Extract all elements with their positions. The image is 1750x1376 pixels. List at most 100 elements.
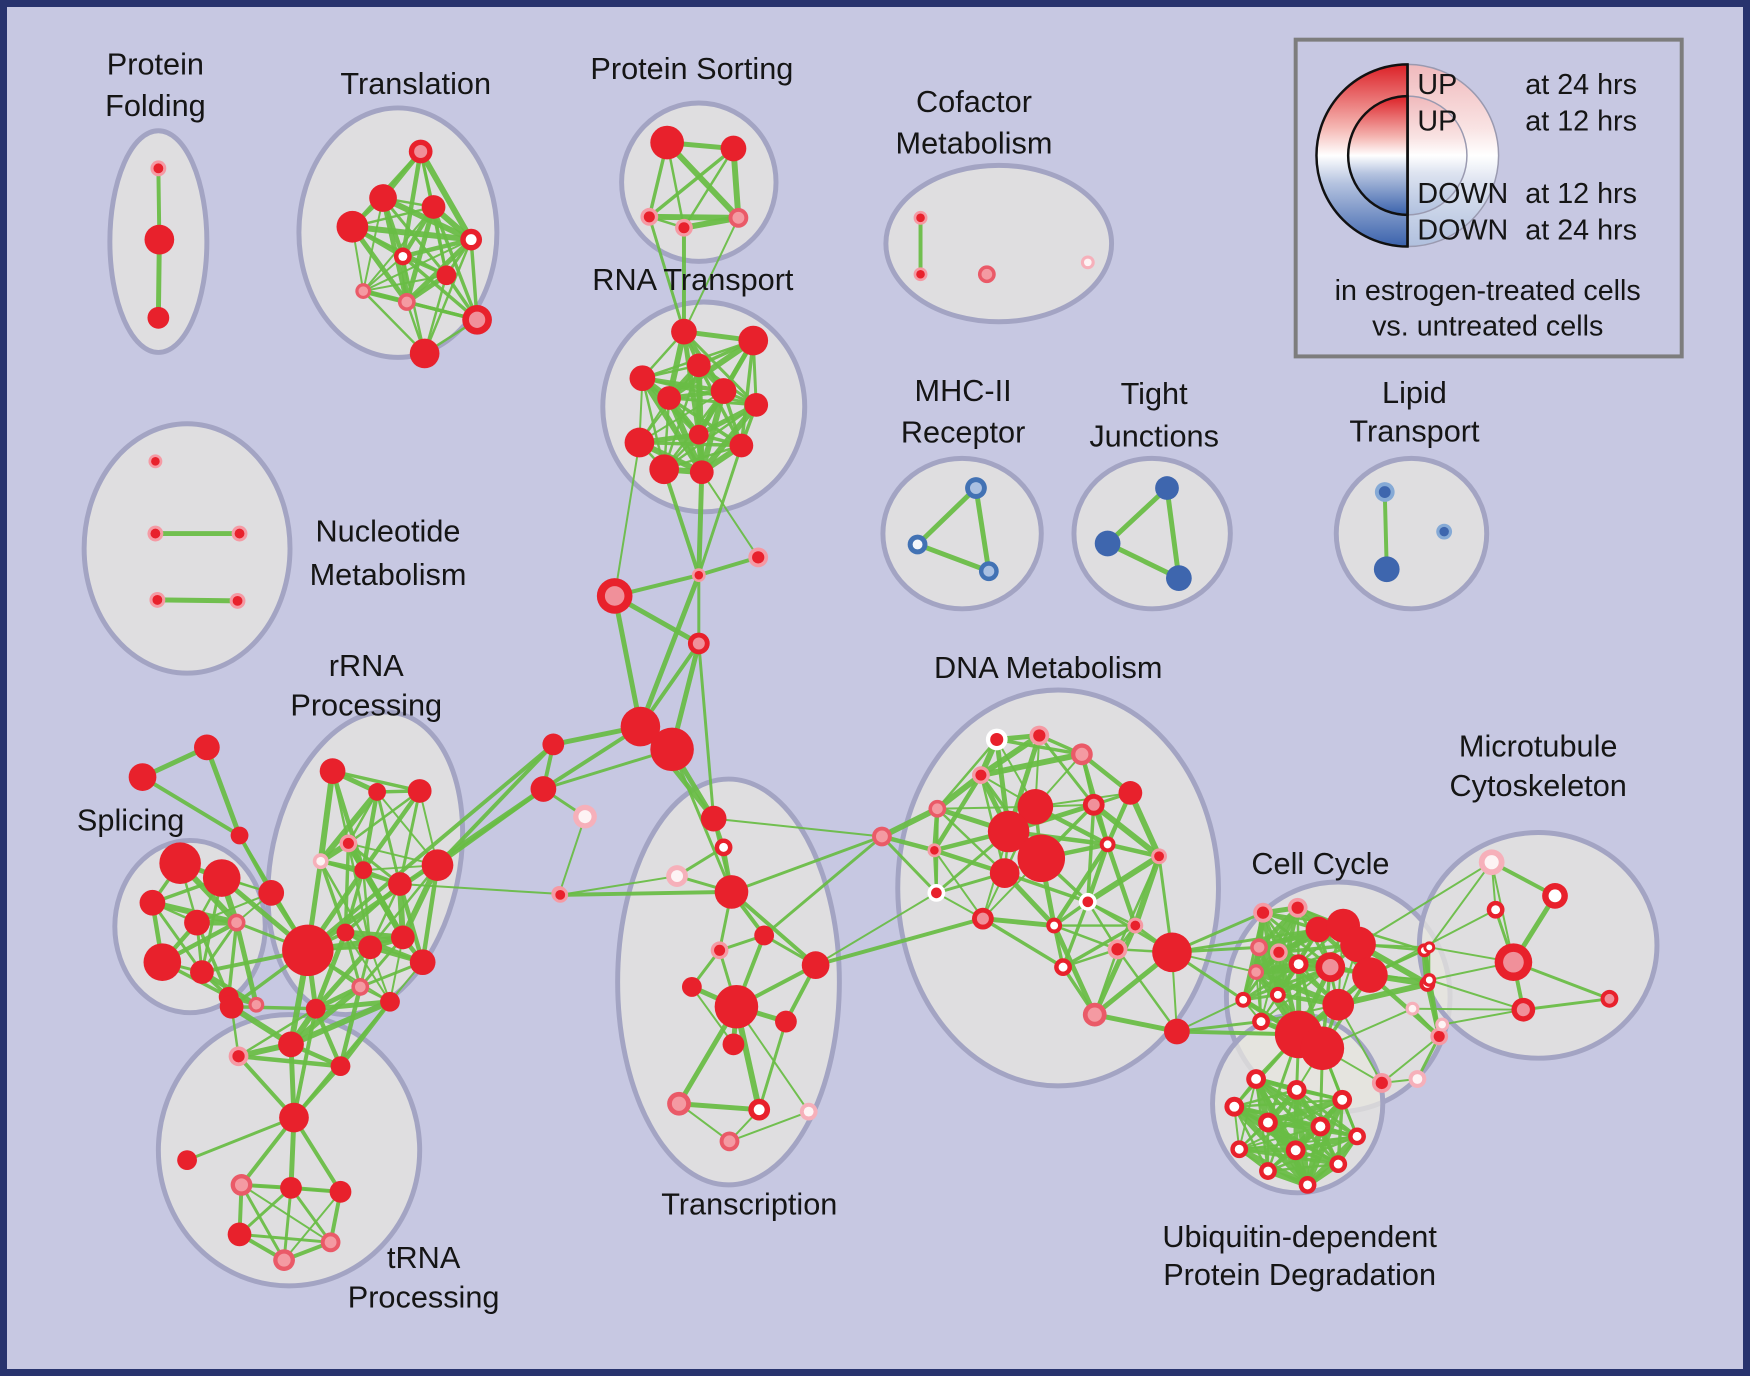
bridge-edge-chain-rrna-processing	[435, 742, 556, 868]
graph-edge-chain	[637, 572, 702, 730]
graph-edge-tight-junctions	[1105, 485, 1170, 546]
graph-edge-transcription	[757, 1020, 788, 1112]
bridge-edge-rna-transport-chain	[662, 467, 701, 578]
graph-edge-rrna-processing	[317, 768, 336, 865]
graph-node-center	[1082, 896, 1094, 908]
graph-node-center	[468, 311, 486, 328]
graph-edge-splicing	[150, 901, 204, 974]
graph-edge-transcription	[690, 985, 735, 1046]
graph-node-red-solid	[1017, 834, 1066, 883]
graph-edge-dna-metabolism	[1090, 801, 1163, 860]
graph-node-red-solid	[190, 960, 214, 984]
cluster-label-transcription: Transcription	[661, 1187, 837, 1222]
graph-node-center	[1484, 855, 1499, 870]
graph-edge-lipid-transport	[1382, 490, 1389, 572]
graph-node-center	[1050, 921, 1059, 930]
graph-edge-microtubule-cytoskeleton	[1441, 1008, 1525, 1026]
graph-edge-trna-processing	[185, 1116, 296, 1162]
graph-edge-dna-metabolism	[1105, 842, 1138, 928]
bridge-edge-rna-transport-chain	[696, 469, 705, 578]
bridge-edge-rna-transport-chain	[700, 471, 760, 559]
graph-node-center	[1290, 1145, 1301, 1156]
cluster-label-translation: Translation	[340, 66, 491, 101]
graph-node-center	[981, 268, 993, 280]
graph-edge-rrna-processing	[344, 931, 391, 1003]
cluster-label-mhc-ii-receptor: MHC-II	[915, 373, 1012, 408]
graph-node-center	[714, 944, 726, 956]
graph-node-center	[1263, 1166, 1273, 1176]
graph-edge-rrna-processing	[330, 769, 422, 793]
graph-node-red-solid	[671, 318, 697, 345]
bridge-edge-rna-transport-chain	[697, 444, 743, 577]
graph-edge-dna-metabolism	[981, 916, 1065, 969]
graph-edge-rrna-processing	[360, 867, 406, 941]
graph-node-red-solid	[421, 195, 446, 219]
graph-edge-chain	[696, 555, 761, 578]
bridge-edge-chain-rrna-processing	[305, 742, 556, 953]
graph-node-center	[803, 1106, 814, 1117]
cluster-label-dna-metabolism: DNA Metabolism	[934, 650, 1162, 685]
graph-node-center	[916, 213, 925, 223]
graph-node-red-solid	[1118, 781, 1143, 805]
graph-node-center	[1375, 1076, 1388, 1090]
graph-node-red-solid	[754, 925, 775, 946]
graph-edge-dna-metabolism	[1051, 923, 1098, 1018]
graph-node-center	[932, 803, 943, 815]
graph-edge-nucleotide-metabolism	[154, 597, 241, 604]
graph-node-red-solid	[409, 949, 436, 976]
graph-node-center	[723, 1135, 736, 1148]
graph-edge-trna-processing	[240, 1183, 332, 1244]
graph-node-center	[1315, 1121, 1326, 1132]
bridge-edge-protein-sorting-rna-transport	[647, 215, 686, 334]
graph-node-red-solid	[336, 210, 369, 243]
graph-node-center	[1426, 944, 1433, 951]
graph-node-center	[1154, 851, 1164, 862]
graph-node-blue-solid	[1166, 565, 1192, 591]
graph-edge-dna-metabolism	[1105, 842, 1162, 859]
graph-edge-dna-metabolism	[1061, 923, 1138, 969]
graph-node-center	[316, 856, 326, 866]
graph-node-red-solid	[388, 872, 412, 896]
graph-node-center	[916, 269, 925, 279]
graph-node-red-solid	[1152, 932, 1192, 973]
graph-edge-dna-metabolism	[1086, 803, 1096, 904]
graph-node-red-solid	[1352, 957, 1388, 993]
graph-node-center	[969, 482, 982, 495]
legend-box	[1293, 37, 1684, 359]
graph-node-center	[358, 286, 369, 296]
graph-node-center	[150, 528, 161, 539]
bridge-edge-rna-transport-chain	[613, 441, 641, 597]
graph-edge-dna-metabolism	[1084, 853, 1163, 905]
graph-node-center	[251, 999, 262, 1010]
graph-node-center	[983, 565, 995, 577]
graph-node-center	[604, 586, 625, 606]
legend-time-label: at 24 hrs	[1525, 69, 1637, 101]
cluster-label-ubiquitin-degradation: Protein Degradation	[1163, 1257, 1436, 1292]
graph-node-red-solid	[722, 1033, 745, 1056]
legend-direction-label: UP	[1417, 106, 1457, 138]
cluster-label-splicing: Splicing	[77, 803, 184, 838]
graph-node-red-solid	[686, 353, 711, 378]
graph-edge-mhc-ii-receptor	[915, 542, 992, 574]
graph-node-center	[1337, 1094, 1348, 1105]
graph-node-red-solid	[319, 758, 346, 785]
graph-node-center	[401, 296, 413, 308]
graph-edge-transcription	[559, 875, 679, 896]
graph-node-red-solid	[336, 923, 355, 942]
graph-node-red-solid	[305, 998, 326, 1019]
graph-node-red-solid	[649, 454, 680, 485]
graph-edge-ubiquitin-degradation	[1233, 1098, 1344, 1108]
nodes-layer	[128, 125, 1619, 1272]
graph-node-center	[1439, 526, 1449, 537]
graph-node-center	[1378, 486, 1391, 498]
graph-node-red-solid	[280, 1176, 302, 1199]
graph-node-center	[1251, 967, 1261, 977]
graph-node-center	[151, 457, 160, 466]
graph-node-center	[1425, 976, 1433, 984]
cluster-bubble-lipid-transport	[1333, 455, 1490, 612]
graph-node-red-solid	[542, 733, 565, 756]
graph-edge-translation	[362, 197, 385, 293]
bridge-edge-protein-sorting-rna-transport	[682, 216, 740, 333]
graph-node-red-solid	[744, 393, 769, 417]
